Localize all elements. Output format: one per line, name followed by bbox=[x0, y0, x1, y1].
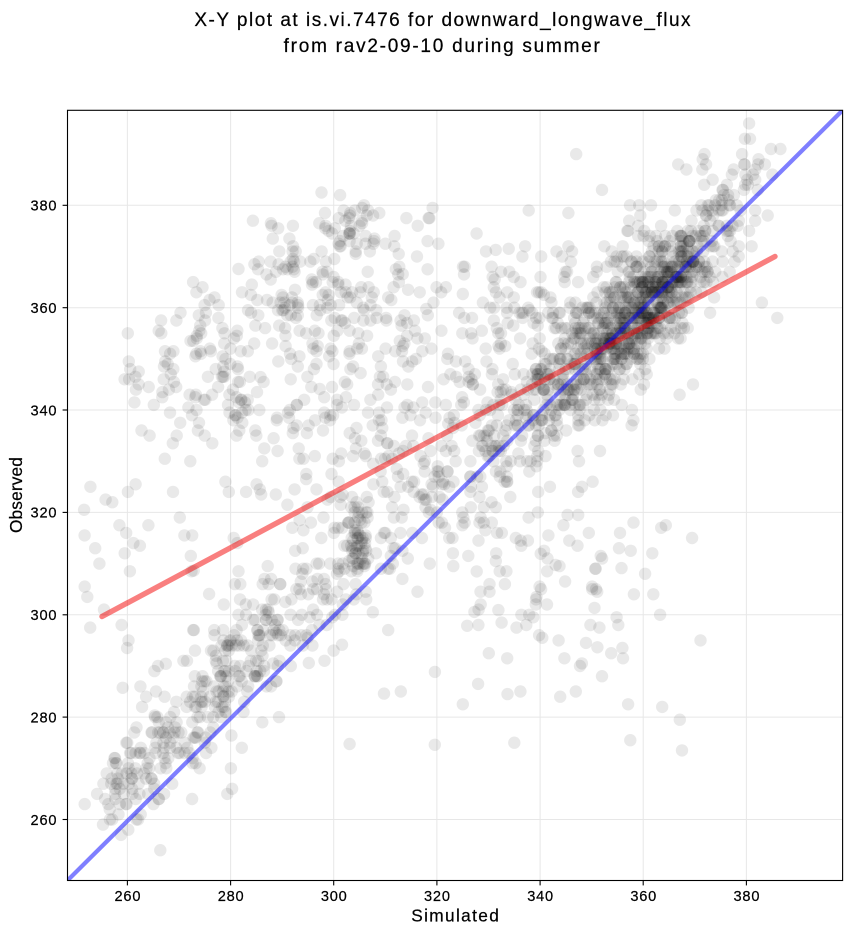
svg-text:280: 280 bbox=[31, 710, 58, 726]
svg-text:from rav2-09-10 during summer: from rav2-09-10 during summer bbox=[284, 36, 602, 57]
svg-text:360: 360 bbox=[630, 889, 657, 905]
svg-text:340: 340 bbox=[527, 889, 554, 905]
svg-text:Observed: Observed bbox=[6, 457, 26, 533]
svg-text:260: 260 bbox=[115, 889, 142, 905]
svg-text:380: 380 bbox=[734, 889, 761, 905]
svg-text:320: 320 bbox=[31, 506, 58, 522]
svg-text:340: 340 bbox=[31, 403, 58, 419]
svg-text:Simulated: Simulated bbox=[411, 905, 500, 925]
svg-text:300: 300 bbox=[321, 889, 348, 905]
svg-text:380: 380 bbox=[31, 199, 58, 215]
svg-text:260: 260 bbox=[31, 813, 58, 829]
svg-text:280: 280 bbox=[218, 889, 245, 905]
svg-text:320: 320 bbox=[424, 889, 451, 905]
svg-text:360: 360 bbox=[31, 301, 58, 317]
svg-text:X-Y plot at is.vi.7476 for dow: X-Y plot at is.vi.7476 for downward_long… bbox=[194, 10, 692, 31]
svg-text:300: 300 bbox=[31, 608, 58, 624]
